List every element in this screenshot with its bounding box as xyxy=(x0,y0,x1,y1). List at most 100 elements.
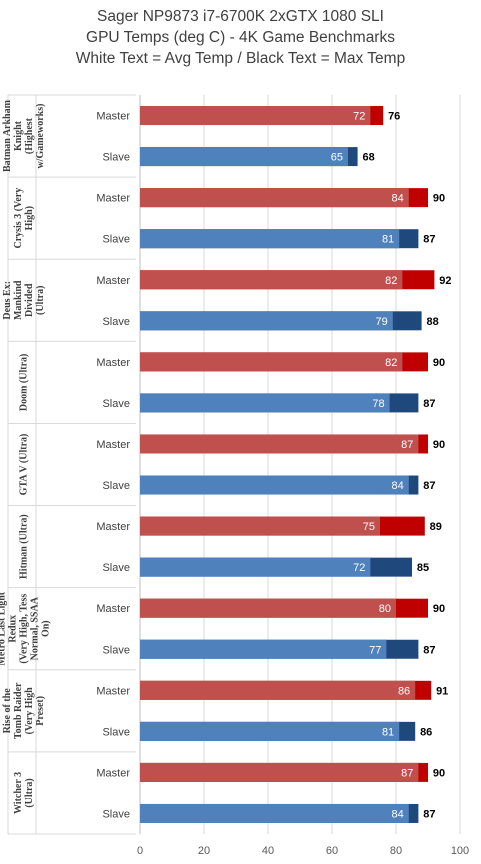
avg-temp-label: 84 xyxy=(392,193,404,205)
group-label: Batman ArkhamKnight(Highestw/Gameworks) xyxy=(2,99,46,172)
max-temp-label: 90 xyxy=(433,357,445,369)
avg-temp-label: 84 xyxy=(392,808,404,820)
avg-temp-label: 81 xyxy=(382,726,394,738)
max-temp-label: 88 xyxy=(426,316,438,328)
avg-temp-label: 81 xyxy=(382,234,394,246)
group-label-line: Preset) xyxy=(35,696,46,726)
group-label-line: (Very High xyxy=(24,687,35,735)
group-label-line: Normal, SSAA xyxy=(30,596,41,660)
slave-avg-bar xyxy=(140,557,371,577)
x-tick-label: 80 xyxy=(390,845,402,857)
group-label: Hitman (Ultra) xyxy=(19,514,30,579)
max-temp-label: 87 xyxy=(423,398,435,410)
bars xyxy=(140,106,435,823)
group-label-line: On) xyxy=(41,620,52,637)
max-temp-label: 90 xyxy=(433,439,445,451)
avg-temp-label: 75 xyxy=(363,521,375,533)
group-label-line: Rise of the xyxy=(2,688,13,734)
avg-temp-label: 72 xyxy=(353,562,365,574)
group-label: Doom (Ultra) xyxy=(19,354,30,411)
max-temp-label: 87 xyxy=(423,234,435,246)
avg-temp-label: 77 xyxy=(369,644,381,656)
max-temp-label: 85 xyxy=(417,562,429,574)
master-avg-bar xyxy=(140,598,396,618)
group-label: Deus Ex:MankindDivided(Ultra) xyxy=(2,280,46,320)
master-label: Master xyxy=(96,111,130,123)
x-tick-label: 40 xyxy=(262,845,274,857)
chart-title-line-3: White Text = Avg Temp / Black Text = Max… xyxy=(75,50,406,67)
group-label: GTA V (Ultra) xyxy=(19,434,30,496)
slave-avg-bar xyxy=(140,803,409,823)
slave-label: Slave xyxy=(102,480,130,492)
slave-avg-bar xyxy=(140,147,348,167)
max-temp-label: 91 xyxy=(436,685,448,697)
slave-label: Slave xyxy=(102,398,130,410)
group-label-line: Divided xyxy=(24,283,35,317)
max-temp-label: 68 xyxy=(362,152,374,164)
master-avg-bar xyxy=(140,270,403,290)
max-temp-label: 76 xyxy=(388,111,400,123)
avg-temp-label: 82 xyxy=(385,357,397,369)
group-label-line: High) xyxy=(24,206,35,230)
avg-temp-label: 72 xyxy=(353,111,365,123)
master-avg-bar xyxy=(140,516,380,536)
master-avg-bar xyxy=(140,188,409,208)
group-label-line: Witcher 3 xyxy=(13,772,24,814)
group-label-line: Redux xyxy=(8,615,19,643)
labels: Batman ArkhamKnight(Highestw/Gameworks) M… xyxy=(0,99,452,820)
master-label: Master xyxy=(96,603,130,615)
master-label: Master xyxy=(96,439,130,451)
avg-temp-label: 87 xyxy=(401,767,413,779)
group-label-line: Hitman (Ultra) xyxy=(19,514,30,579)
master-avg-bar xyxy=(140,762,419,782)
master-label: Master xyxy=(96,357,130,369)
master-label: Master xyxy=(96,275,130,287)
group-label-line: Metro Last Light xyxy=(0,591,8,665)
slave-avg-bar xyxy=(140,639,387,659)
slave-label: Slave xyxy=(102,644,130,656)
max-temp-label: 87 xyxy=(423,480,435,492)
slave-label: Slave xyxy=(102,234,130,246)
slave-avg-bar xyxy=(140,721,400,741)
master-avg-bar xyxy=(140,352,403,372)
avg-temp-label: 79 xyxy=(376,316,388,328)
slave-avg-bar xyxy=(140,393,390,413)
max-temp-label: 87 xyxy=(423,808,435,820)
group-label: Metro Last LightRedux(Very High, TessNor… xyxy=(0,591,52,665)
group-label: Crysis 3 (VeryHigh) xyxy=(13,188,35,249)
group-label-line: Crysis 3 (Very xyxy=(13,188,24,249)
slave-label: Slave xyxy=(102,316,130,328)
master-avg-bar xyxy=(140,680,416,700)
group-label-line: Knight xyxy=(13,120,24,151)
group-label-line: (Ultra) xyxy=(24,778,35,807)
avg-temp-label: 87 xyxy=(401,439,413,451)
master-label: Master xyxy=(96,767,130,779)
max-temp-label: 89 xyxy=(430,521,442,533)
group-label-line: Deus Ex: xyxy=(2,281,13,320)
category-axis-frame xyxy=(7,94,141,835)
master-label: Master xyxy=(96,521,130,533)
max-temp-label: 92 xyxy=(439,275,451,287)
group-label-line: Mankind xyxy=(13,280,24,320)
master-label: Master xyxy=(96,685,130,697)
max-temp-label: 90 xyxy=(433,603,445,615)
slave-label: Slave xyxy=(102,562,130,574)
avg-temp-label: 78 xyxy=(372,398,384,410)
group-label-line: Batman Arkham xyxy=(2,99,13,172)
max-temp-label: 86 xyxy=(420,726,432,738)
slave-avg-bar xyxy=(140,475,409,495)
group-label-line: (Very High, Tess xyxy=(19,594,30,664)
chart-title-line-2: GPU Temps (deg C) - 4K Game Benchmarks xyxy=(86,29,395,46)
max-temp-label: 87 xyxy=(423,644,435,656)
max-temp-label: 90 xyxy=(433,193,445,205)
group-label-line: Doom (Ultra) xyxy=(19,354,30,411)
slave-avg-bar xyxy=(140,311,393,331)
x-tick-label: 0 xyxy=(137,845,143,857)
group-label: Witcher 3(Ultra) xyxy=(13,772,35,814)
x-tick-label: 100 xyxy=(451,845,469,857)
avg-temp-label: 82 xyxy=(385,275,397,287)
x-tick-label: 60 xyxy=(326,845,338,857)
avg-temp-label: 80 xyxy=(379,603,391,615)
group-label-line: (Highest xyxy=(24,117,35,154)
